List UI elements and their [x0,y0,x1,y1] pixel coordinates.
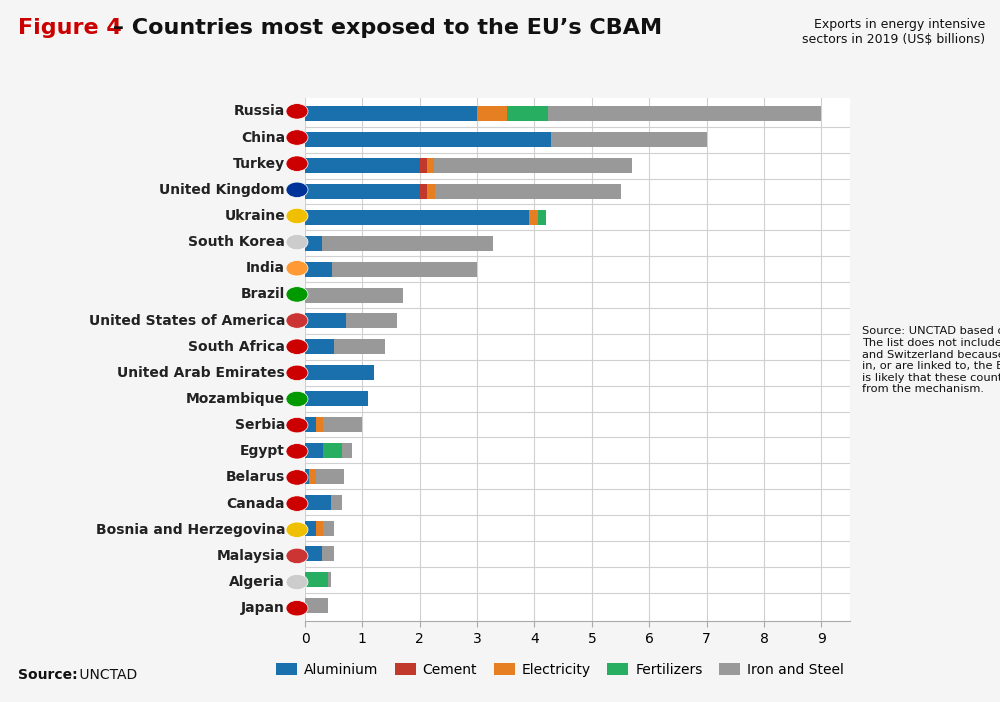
Bar [435,184,621,199]
Text: UNCTAD: UNCTAD [75,668,137,682]
Legend: Aluminium, Cement, Electricity, Fertilizers, Iron and Steel: Aluminium, Cement, Electricity, Fertiliz… [271,657,849,682]
Bar [305,443,323,458]
Text: Ukraine: Ukraine [224,209,285,223]
Text: Brazil: Brazil [241,287,285,301]
Bar [316,521,323,536]
Text: China: China [241,131,285,145]
Text: Bosnia and Herzegovina: Bosnia and Herzegovina [96,523,285,537]
Bar [305,158,420,173]
Bar [305,495,331,510]
Bar [322,546,334,562]
Bar [305,546,322,562]
Bar [332,262,477,277]
Bar [305,469,309,484]
Text: Japan: Japan [241,601,285,615]
Bar [331,495,342,510]
Bar [427,184,435,199]
Bar [529,210,538,225]
Bar [323,417,362,432]
Text: Source: UNCTAD based on UNCOMTRADE.
The list does not include Iceland, Norway
an: Source: UNCTAD based on UNCOMTRADE. The … [862,326,1000,395]
Text: Algeria: Algeria [229,575,285,589]
Text: United Kingdom: United Kingdom [159,183,285,197]
Text: Russia: Russia [234,105,285,119]
Bar [305,339,334,355]
Bar [305,391,368,406]
Text: Mozambique: Mozambique [186,392,285,406]
Bar [328,572,331,588]
Bar [507,106,548,121]
Bar [305,598,328,614]
Text: Figure 4: Figure 4 [18,18,122,37]
Text: Serbia: Serbia [235,418,285,432]
Text: Belarus: Belarus [226,470,285,484]
Bar [427,158,434,173]
Bar [323,521,334,536]
Bar [434,158,632,173]
Bar [342,443,352,458]
Bar [305,132,551,147]
Bar [316,417,323,432]
Bar [420,158,427,173]
Text: Malaysia: Malaysia [217,549,285,563]
Bar [305,210,529,225]
Text: Egypt: Egypt [240,444,285,458]
Bar [538,210,546,225]
Bar [316,469,344,484]
Text: Canada: Canada [226,496,285,510]
Text: South Korea: South Korea [188,235,285,249]
Bar [548,106,821,121]
Text: United States of America: United States of America [89,314,285,328]
Bar [420,184,427,199]
Bar [346,313,397,329]
Text: United Arab Emirates: United Arab Emirates [117,366,285,380]
Bar [305,236,322,251]
Bar [322,236,493,251]
Bar [305,288,403,303]
Bar [323,443,342,458]
Bar [309,469,316,484]
Text: India: India [246,261,285,275]
Bar [305,262,332,277]
Bar [305,521,316,536]
Text: Exports in energy intensive
sectors in 2019 (US$ billions): Exports in energy intensive sectors in 2… [802,18,985,46]
Bar [305,313,346,329]
Text: Source:: Source: [18,668,78,682]
Bar [305,572,328,588]
Bar [551,132,707,147]
Text: – Countries most exposed to the EU’s CBAM: – Countries most exposed to the EU’s CBA… [105,18,662,37]
Text: Turkey: Turkey [233,157,285,171]
Bar [305,184,420,199]
Bar [477,106,507,121]
Bar [305,106,477,121]
Bar [305,365,374,380]
Text: South Africa: South Africa [188,340,285,354]
Bar [334,339,385,355]
Bar [305,417,316,432]
